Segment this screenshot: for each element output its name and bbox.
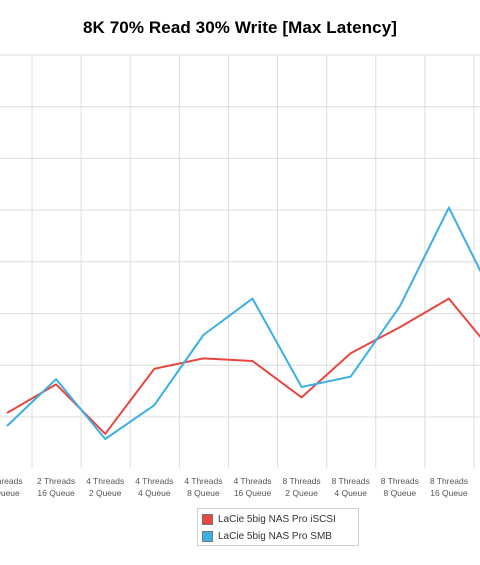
x-tick-label: Threads [0,476,23,486]
x-tick-label: 8 Threads [381,476,419,486]
x-tick-label: 16 Queue [37,488,75,498]
x-tick-label: 4 Threads [233,476,271,486]
series-line-1 [6,206,480,440]
x-tick-label: 8 Threads [430,476,468,486]
data-point [300,385,304,389]
x-tick-label: 8 Queue [383,488,416,498]
data-point [201,356,205,360]
data-point [103,437,107,441]
legend: LaCie 5big NAS Pro iSCSI LaCie 5big NAS … [197,508,359,546]
x-tick-label: 16 Queue [234,488,272,498]
data-point [201,333,205,337]
x-tick-label: 2 Queue [89,488,122,498]
line-chart: Threads Queue 2 Threads 16 Queue 4 Threads 2 … [0,54,480,498]
data-point [251,359,255,363]
x-tick-label: 8 Threads [332,476,370,486]
data-point [398,325,402,329]
legend-swatch-iscsi [202,514,213,525]
chart-title: 8K 70% Read 30% Write [Max Latency] [82,18,398,37]
x-tick-label: 4 Threads [86,476,124,486]
x-tick-label: 2 Queue [285,488,318,498]
data-point [349,351,353,355]
series-lines [5,206,480,441]
x-axis-tick-labels: Threads Queue 2 Threads 16 Queue 4 Threads 2 … [0,476,468,498]
x-tick-label: 16 Queue [430,488,468,498]
x-tick-label: 8 Queue [187,488,220,498]
data-point [349,375,353,379]
x-tick-label: 4 Queue [138,488,171,498]
legend-item-smb: LaCie 5big NAS Pro SMB [202,528,354,545]
x-tick-label: Queue [0,488,20,498]
data-point [251,297,255,301]
data-point [398,304,402,308]
data-point [447,206,451,210]
x-tick-label: 2 Threads [37,476,75,486]
x-tick-label: 4 Threads [135,476,173,486]
data-point [5,424,9,428]
legend-label-smb: LaCie 5big NAS Pro SMB [218,531,332,542]
legend-label-iscsi: LaCie 5big NAS Pro iSCSI [218,514,336,525]
data-point [54,382,58,386]
data-point [54,377,58,381]
x-tick-label: 8 Threads [283,476,321,486]
series-line-0 [6,297,480,435]
legend-item-iscsi: LaCie 5big NAS Pro iSCSI [202,511,354,528]
data-point [5,411,9,415]
data-point [152,367,156,371]
x-tick-label: 4 Threads [184,476,222,486]
gridlines [0,54,480,468]
legend-swatch-smb [202,531,213,542]
data-point [103,432,107,436]
data-point [300,395,304,399]
data-point [447,297,451,301]
data-point [152,403,156,407]
x-tick-label: 4 Queue [334,488,367,498]
